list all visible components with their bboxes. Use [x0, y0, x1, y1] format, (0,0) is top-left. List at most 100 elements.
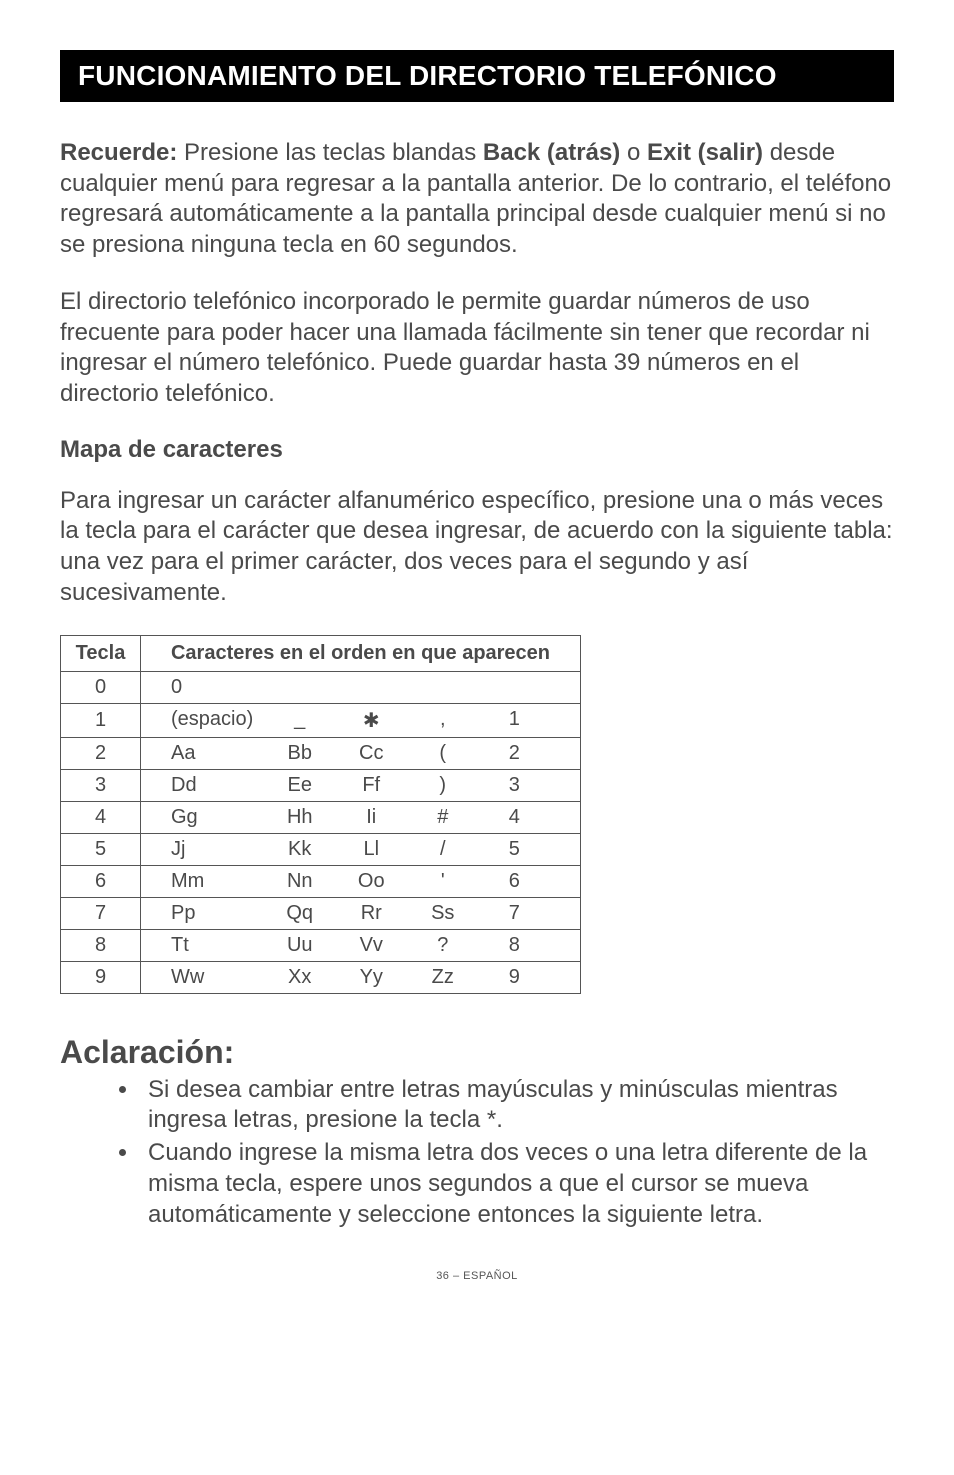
cell-chars: 0 x x x x — [141, 671, 581, 703]
char: 5 — [479, 838, 551, 861]
char: # — [407, 806, 479, 829]
th-characters: Caracteres en el orden en que aparecen — [141, 635, 581, 671]
notes-list: Si desea cambiar entre letras mayúsculas… — [60, 1075, 894, 1231]
char: 9 — [479, 966, 551, 989]
table-header-row: Tecla Caracteres en el orden en que apar… — [61, 635, 581, 671]
character-map-table: Tecla Caracteres en el orden en que apar… — [60, 635, 581, 994]
char: ? — [407, 934, 479, 957]
char: Pp — [171, 902, 264, 925]
p1-b1: Back (atrás) — [483, 139, 620, 166]
cell-key: 4 — [61, 801, 141, 833]
char: Bb — [264, 742, 336, 765]
char: Jj — [171, 838, 264, 861]
th-key: Tecla — [61, 635, 141, 671]
char: 6 — [479, 870, 551, 893]
char: Ww — [171, 966, 264, 989]
cell-key: 7 — [61, 897, 141, 929]
paragraph-3: Para ingresar un carácter alfanumérico e… — [60, 486, 894, 609]
char: Zz — [407, 966, 479, 989]
char: Ee — [264, 774, 336, 797]
table-row: 1 (espacio) _ ✱ , 1 — [61, 703, 581, 737]
cell-chars: Tt Uu Vv ? 8 — [141, 929, 581, 961]
char: Cc — [335, 742, 407, 765]
char: 4 — [479, 806, 551, 829]
char: Dd — [171, 774, 264, 797]
cell-chars: Jj Kk Ll / 5 — [141, 833, 581, 865]
p1-t1: Presione las teclas blandas — [177, 139, 483, 166]
char: ✱ — [335, 708, 407, 733]
cell-key: 0 — [61, 671, 141, 703]
p1-t2: o — [620, 139, 647, 166]
cell-key: 9 — [61, 961, 141, 993]
section-banner: FUNCIONAMIENTO DEL DIRECTORIO TELEFÓNICO — [60, 50, 894, 102]
chars-inner: Tt Uu Vv ? 8 — [149, 934, 572, 957]
char: 8 — [479, 934, 551, 957]
char: Ff — [335, 774, 407, 797]
paragraph-1: Recuerde: Presione las teclas blandas Ba… — [60, 138, 894, 261]
cell-chars: Ww Xx Yy Zz 9 — [141, 961, 581, 993]
char: Oo — [335, 870, 407, 893]
cell-key: 8 — [61, 929, 141, 961]
char: 7 — [479, 902, 551, 925]
char: Yy — [335, 966, 407, 989]
chars-inner: Ww Xx Yy Zz 9 — [149, 966, 572, 989]
cell-key: 6 — [61, 865, 141, 897]
char: Nn — [264, 870, 336, 893]
table-row: 4 Gg Hh Ii # 4 — [61, 801, 581, 833]
char: Gg — [171, 806, 264, 829]
cell-chars: (espacio) _ ✱ , 1 — [141, 703, 581, 737]
char: ' — [407, 870, 479, 893]
char: ( — [407, 742, 479, 765]
table-row: 5 Jj Kk Ll / 5 — [61, 833, 581, 865]
chars-inner: 0 x x x x — [149, 676, 572, 699]
cell-chars: Gg Hh Ii # 4 — [141, 801, 581, 833]
char: ) — [407, 774, 479, 797]
char: 1 — [479, 708, 551, 733]
cell-key: 5 — [61, 833, 141, 865]
chars-inner: Jj Kk Ll / 5 — [149, 838, 572, 861]
char: (espacio) — [171, 708, 264, 733]
table-row: 2 Aa Bb Cc ( 2 — [61, 737, 581, 769]
char: 0 — [171, 676, 264, 699]
table-row: 8 Tt Uu Vv ? 8 — [61, 929, 581, 961]
chars-inner: Dd Ee Ff ) 3 — [149, 774, 572, 797]
subheading-map: Mapa de caracteres — [60, 436, 894, 464]
chars-inner: Aa Bb Cc ( 2 — [149, 742, 572, 765]
cell-chars: Dd Ee Ff ) 3 — [141, 769, 581, 801]
char: Ii — [335, 806, 407, 829]
char: Uu — [264, 934, 336, 957]
char: 3 — [479, 774, 551, 797]
char: Xx — [264, 966, 336, 989]
char: Ll — [335, 838, 407, 861]
page-footer: 36 – ESPAÑOL — [60, 1270, 894, 1282]
char: Kk — [264, 838, 336, 861]
cell-chars: Mm Nn Oo ' 6 — [141, 865, 581, 897]
char: Aa — [171, 742, 264, 765]
char: _ — [264, 708, 336, 733]
char: Qq — [264, 902, 336, 925]
char: Ss — [407, 902, 479, 925]
char: Rr — [335, 902, 407, 925]
char: Hh — [264, 806, 336, 829]
char: Mm — [171, 870, 264, 893]
list-item: Si desea cambiar entre letras mayúsculas… — [140, 1075, 894, 1136]
chars-inner: Pp Qq Rr Ss 7 — [149, 902, 572, 925]
char: Vv — [335, 934, 407, 957]
banner-title: FUNCIONAMIENTO DEL DIRECTORIO TELEFÓNICO — [78, 60, 777, 91]
cell-chars: Pp Qq Rr Ss 7 — [141, 897, 581, 929]
p1-b2: Exit (salir) — [647, 139, 763, 166]
cell-key: 2 — [61, 737, 141, 769]
table-row: 0 0 x x x x — [61, 671, 581, 703]
chars-inner: Mm Nn Oo ' 6 — [149, 870, 572, 893]
char: / — [407, 838, 479, 861]
table-row: 9 Ww Xx Yy Zz 9 — [61, 961, 581, 993]
notes-heading: Aclaración: — [60, 1034, 894, 1071]
table-row: 7 Pp Qq Rr Ss 7 — [61, 897, 581, 929]
chars-inner: Gg Hh Ii # 4 — [149, 806, 572, 829]
char: 2 — [479, 742, 551, 765]
paragraph-2: El directorio telefónico incorporado le … — [60, 287, 894, 410]
table-row: 3 Dd Ee Ff ) 3 — [61, 769, 581, 801]
char: , — [407, 708, 479, 733]
char: Tt — [171, 934, 264, 957]
list-item: Cuando ingrese la misma letra dos veces … — [140, 1138, 894, 1230]
